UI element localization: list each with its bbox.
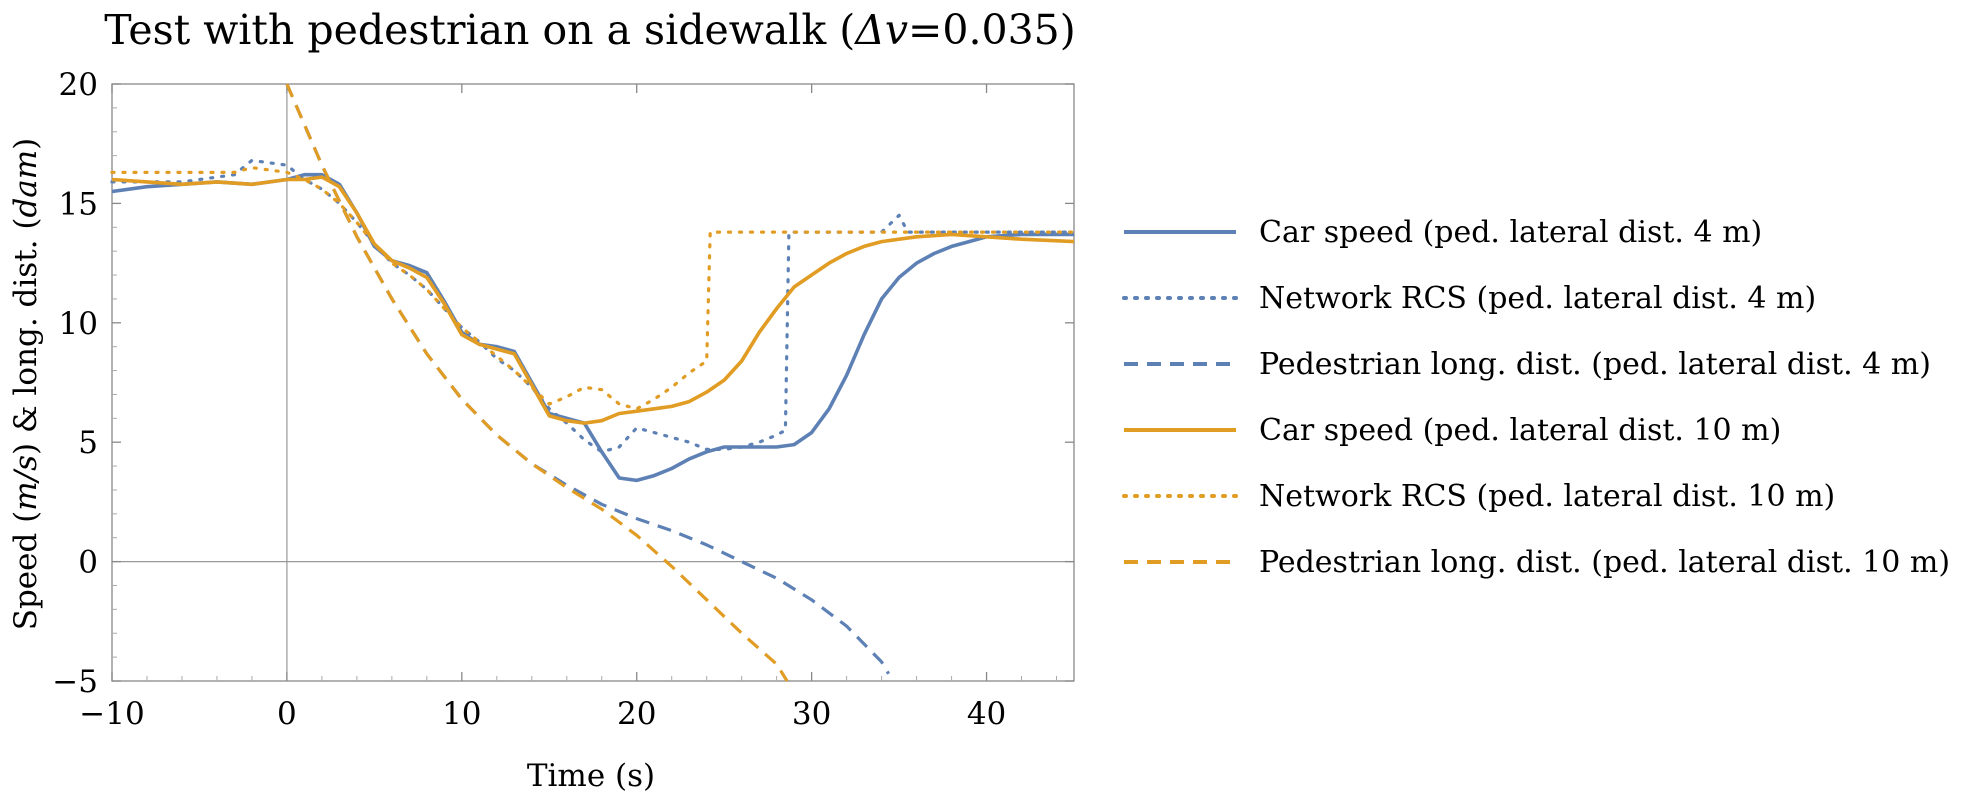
y-tick-label: 15 <box>59 186 98 222</box>
series-line-6 <box>285 83 789 682</box>
y-tick-label: 20 <box>59 67 98 103</box>
x-tick-label: −10 <box>79 696 144 732</box>
x-tick-label: 10 <box>442 696 481 732</box>
y-tick-label: −5 <box>52 664 98 700</box>
x-tick-label: 30 <box>792 696 831 732</box>
y-axis-label: Speed (m/s) & long. dist. (dam) <box>8 138 44 631</box>
legend-entry-4: Car speed (ped. lateral dist. 10 m) <box>1259 413 1781 448</box>
legend-entry-5: Network RCS (ped. lateral dist. 10 m) <box>1259 479 1835 514</box>
series-line-2 <box>110 158 1076 454</box>
y-tick-label: 0 <box>78 545 98 581</box>
series-layer <box>110 83 1076 682</box>
series-line-4 <box>111 175 1075 425</box>
plot-frame <box>111 83 1075 682</box>
legend-entry-1: Car speed (ped. lateral dist. 4 m) <box>1259 215 1762 250</box>
legend-entry-3: Pedestrian long. dist. (ped. lateral dis… <box>1259 347 1931 382</box>
x-tick-label: 40 <box>967 696 1006 732</box>
series-line-5 <box>110 166 1076 411</box>
y-tick-label: 5 <box>78 425 98 461</box>
axis-ticks: −10 0 10 20 30 40 −5 0 5 10 15 20 <box>52 67 1074 732</box>
legend-entry-2: Network RCS (ped. lateral dist. 4 m) <box>1259 281 1816 316</box>
x-tick-label: 0 <box>277 696 297 732</box>
chart-title: Test with pedestrian on a sidewalk (Δv=0… <box>104 6 1076 54</box>
series-line-1 <box>111 172 1074 483</box>
series-line-3 <box>285 83 890 675</box>
x-axis-label: Time (s) <box>527 758 655 794</box>
x-tick-label: 20 <box>617 696 656 732</box>
legend-entry-6: Pedestrian long. dist. (ped. lateral dis… <box>1259 545 1950 580</box>
legend: Car speed (ped. lateral dist. 4 m) Networ… <box>1122 215 1950 580</box>
y-tick-label: 10 <box>59 306 98 342</box>
